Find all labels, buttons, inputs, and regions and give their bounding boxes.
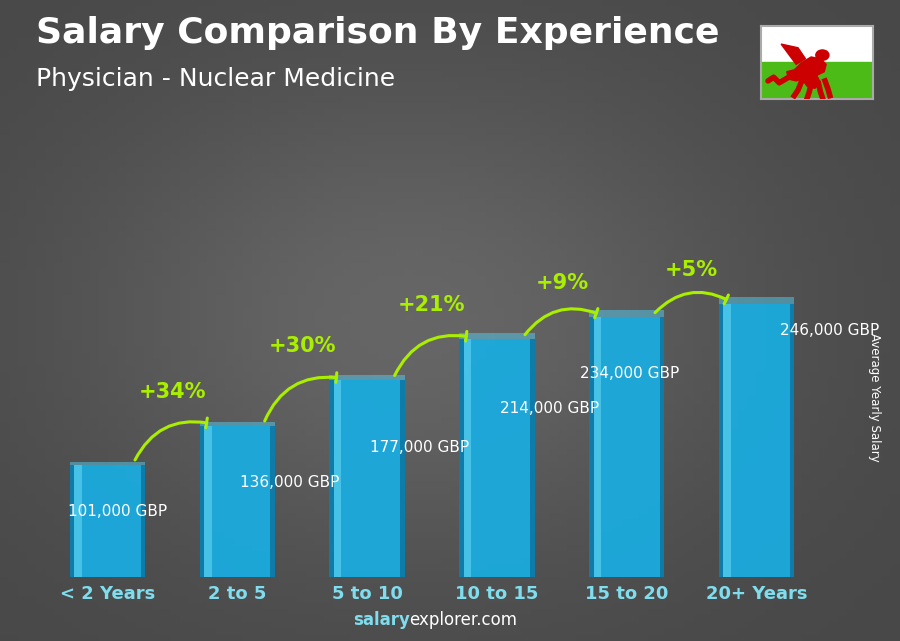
Bar xyxy=(70,462,145,465)
Bar xyxy=(594,317,601,577)
Bar xyxy=(464,339,472,577)
Bar xyxy=(660,317,664,577)
Bar xyxy=(719,297,794,304)
Text: Salary Comparison By Experience: Salary Comparison By Experience xyxy=(36,16,719,50)
Bar xyxy=(760,62,873,99)
Text: 246,000 GBP: 246,000 GBP xyxy=(780,323,879,338)
Bar xyxy=(459,339,535,577)
Bar xyxy=(590,317,664,577)
Bar xyxy=(760,26,873,62)
Bar xyxy=(719,304,794,577)
Text: +5%: +5% xyxy=(665,260,718,279)
Bar xyxy=(70,465,145,577)
Bar xyxy=(459,339,464,577)
Text: +9%: +9% xyxy=(536,273,589,293)
Text: 101,000 GBP: 101,000 GBP xyxy=(68,504,167,519)
Text: salary: salary xyxy=(353,612,410,629)
Text: +34%: +34% xyxy=(139,382,206,402)
Bar xyxy=(70,465,75,577)
Bar xyxy=(204,426,212,577)
Bar xyxy=(329,380,334,577)
Text: Average Yearly Salary: Average Yearly Salary xyxy=(868,333,881,462)
Bar xyxy=(724,304,731,577)
Bar xyxy=(140,465,145,577)
Bar xyxy=(334,380,341,577)
Bar xyxy=(789,304,794,577)
Text: +30%: +30% xyxy=(268,337,336,356)
Bar xyxy=(459,333,535,339)
Text: 214,000 GBP: 214,000 GBP xyxy=(500,401,598,416)
Text: +21%: +21% xyxy=(398,296,466,315)
Bar xyxy=(200,426,204,577)
Polygon shape xyxy=(787,57,826,88)
Bar xyxy=(270,426,274,577)
Bar xyxy=(329,376,405,380)
Text: 136,000 GBP: 136,000 GBP xyxy=(239,475,339,490)
Bar xyxy=(530,339,535,577)
Bar xyxy=(590,310,664,317)
Bar xyxy=(75,465,82,577)
Bar xyxy=(400,380,405,577)
Bar xyxy=(719,304,724,577)
Bar xyxy=(590,317,594,577)
Text: 234,000 GBP: 234,000 GBP xyxy=(580,367,680,381)
Text: explorer.com: explorer.com xyxy=(410,612,518,629)
Bar xyxy=(329,380,405,577)
Bar xyxy=(200,426,274,577)
Polygon shape xyxy=(781,44,806,64)
Bar xyxy=(200,422,274,426)
Ellipse shape xyxy=(815,50,829,60)
Text: Physician - Nuclear Medicine: Physician - Nuclear Medicine xyxy=(36,67,395,91)
Text: 177,000 GBP: 177,000 GBP xyxy=(370,440,469,454)
